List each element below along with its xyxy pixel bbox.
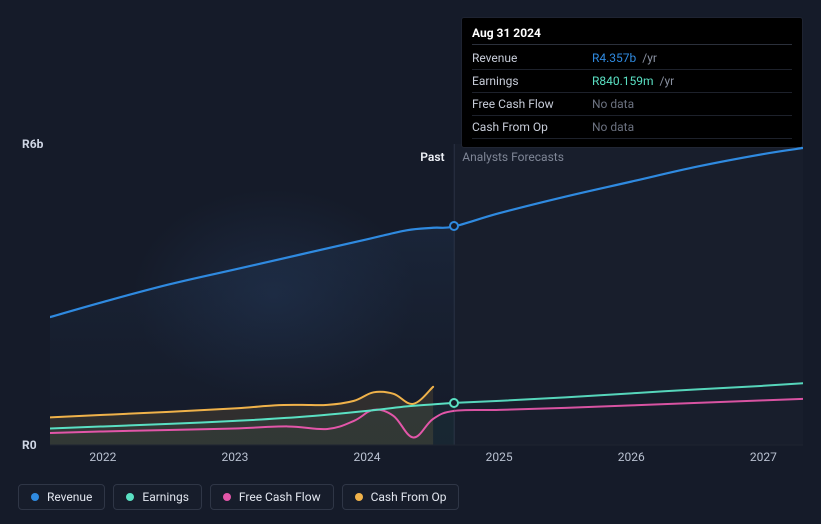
- x-axis-labels: 2022 2023 2024 2025 2026 2027: [0, 450, 821, 466]
- legend-label: Cash From Op: [371, 490, 447, 504]
- tooltip-key: Revenue: [472, 47, 592, 70]
- tooltip-key: Free Cash Flow: [472, 93, 592, 116]
- x-tick-label: 2027: [750, 450, 777, 464]
- x-tick-label: 2022: [89, 450, 116, 464]
- tooltip-key: Cash From Op: [472, 116, 592, 139]
- hover-tooltip: Aug 31 2024 RevenueR4.357b /yrEarningsR8…: [462, 18, 802, 147]
- tooltip-value: No data: [592, 116, 792, 139]
- y-tick-label: R6b: [22, 137, 43, 151]
- x-tick-label: 2025: [486, 450, 513, 464]
- tooltip-row: Cash From OpNo data: [472, 116, 792, 139]
- legend-dot: [355, 493, 363, 501]
- tooltip-value: R840.159m /yr: [592, 70, 792, 93]
- chart-container: R0R6b Past Analysts Forecasts 2022202320…: [0, 0, 821, 524]
- x-tick-label: 2026: [618, 450, 645, 464]
- legend-dot: [223, 493, 231, 501]
- legend-label: Free Cash Flow: [239, 490, 321, 504]
- series-marker: [449, 398, 459, 408]
- tooltip-table: RevenueR4.357b /yrEarningsR840.159m /yrF…: [472, 47, 792, 139]
- series-marker: [449, 221, 459, 231]
- tooltip-title: Aug 31 2024: [472, 24, 792, 45]
- tooltip-row: Free Cash FlowNo data: [472, 93, 792, 116]
- tooltip-value: No data: [592, 93, 792, 116]
- legend-label: Earnings: [142, 490, 189, 504]
- tooltip-key: Earnings: [472, 70, 592, 93]
- legend: Revenue Earnings Free Cash Flow Cash From O…: [18, 484, 459, 510]
- x-tick-label: 2023: [221, 450, 248, 464]
- legend-dot: [126, 493, 134, 501]
- legend-dot: [31, 493, 39, 501]
- x-tick-label: 2024: [354, 450, 381, 464]
- legend-item-fcf[interactable]: Free Cash Flow: [210, 484, 334, 510]
- tooltip-row: EarningsR840.159m /yr: [472, 70, 792, 93]
- legend-item-cfo[interactable]: Cash From Op: [342, 484, 460, 510]
- past-region-label: Past: [420, 150, 444, 164]
- tooltip-value: R4.357b /yr: [592, 47, 792, 70]
- tooltip-row: RevenueR4.357b /yr: [472, 47, 792, 70]
- legend-item-earnings[interactable]: Earnings: [113, 484, 202, 510]
- legend-item-revenue[interactable]: Revenue: [18, 484, 105, 510]
- legend-label: Revenue: [47, 490, 92, 504]
- forecast-region-label: Analysts Forecasts: [462, 150, 564, 164]
